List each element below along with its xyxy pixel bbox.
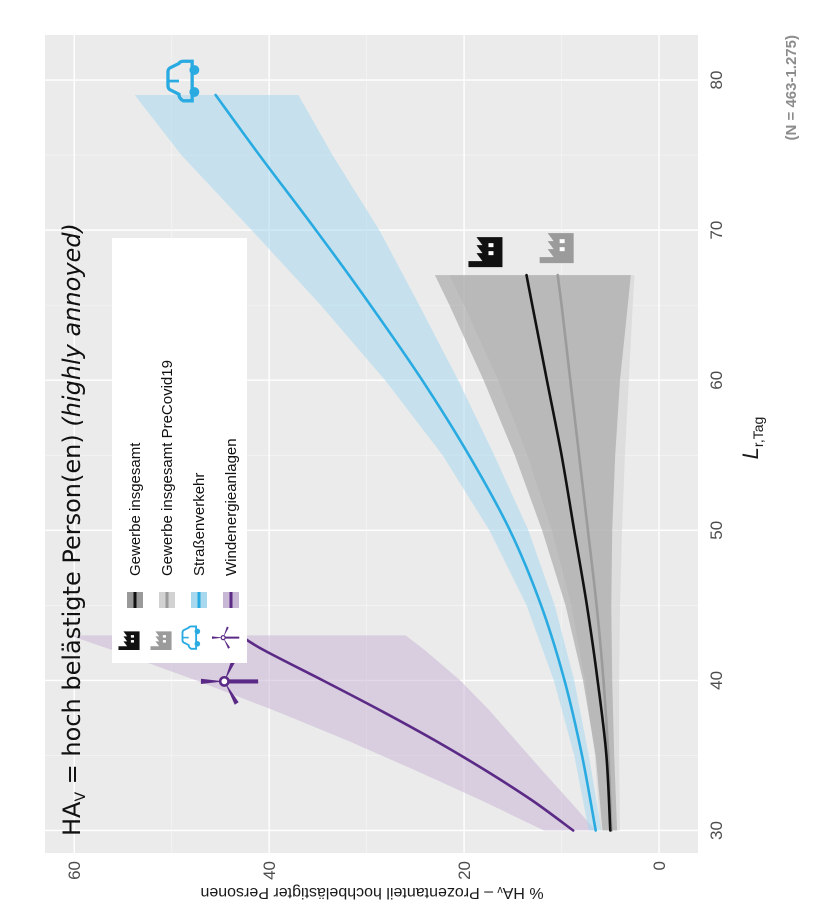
series-line	[525, 273, 612, 832]
x-tick-label: 40	[707, 671, 726, 690]
wind-turbine-icon	[212, 626, 240, 649]
legend-item: Straßenverkehr	[181, 473, 208, 650]
rotated-chart-group: 30 40 50 60 70 80 0 20 40 60 HAV = hoch belästig…	[45, 35, 800, 901]
car-icon	[181, 625, 201, 650]
legend-item: Windenergieanlagen	[212, 438, 240, 649]
factory-window	[130, 640, 134, 643]
car-icon	[166, 59, 200, 103]
factory-window	[559, 239, 565, 244]
factory-shape	[468, 237, 503, 268]
series-line	[238, 634, 575, 832]
legend-label: Gewerbe insgesamt	[127, 442, 144, 576]
factory-window	[162, 640, 166, 643]
legend-label: Straßenverkehr	[191, 473, 208, 576]
confidence-bands	[69, 95, 635, 831]
y-tick-label: 60	[65, 861, 84, 880]
factory-shape	[150, 631, 172, 650]
series-lines	[214, 93, 613, 832]
x-tick-label: 80	[707, 71, 726, 90]
factory-icon	[150, 631, 172, 650]
factory-shape	[118, 631, 140, 650]
car-body	[181, 625, 198, 650]
x-tick-label: 70	[707, 221, 726, 240]
factory-window	[559, 247, 565, 252]
factory-icon	[468, 237, 503, 268]
legend-label: Windenergieanlagen	[223, 438, 240, 576]
legend-item: Gewerbe insgesamt PreCovid19	[150, 360, 176, 650]
factory-window	[488, 243, 494, 248]
y-tick-label: 0	[650, 861, 669, 870]
car-wheel	[189, 87, 200, 97]
turbine-blade	[223, 626, 229, 638]
factory-window	[162, 635, 166, 638]
legend-label: Gewerbe insgesamt PreCovid19	[159, 360, 176, 576]
turbine-hub	[218, 675, 230, 687]
wind-turbine-icon	[200, 658, 259, 705]
turbine-blade	[224, 658, 237, 682]
car-wheel	[189, 65, 200, 75]
legend-items: Gewerbe insgesamt Gewerbe insgesamt PreCo…	[118, 360, 240, 650]
turbine-blade	[224, 681, 239, 705]
legend-box	[112, 238, 247, 663]
factory-window	[488, 251, 494, 256]
confidence-band	[434, 275, 631, 831]
turbine-blade	[223, 637, 230, 649]
x-tick-label: 30	[707, 821, 726, 840]
legend: Gewerbe insgesamt Gewerbe insgesamt PreCo…	[112, 238, 247, 663]
confidence-band	[134, 95, 602, 831]
turbine-blade	[212, 636, 224, 639]
factory-icon	[118, 631, 140, 650]
x-tick-label: 50	[707, 521, 726, 540]
series-line	[214, 93, 597, 832]
turbine-hub	[220, 634, 226, 641]
legend-item: Gewerbe insgesamt	[118, 442, 144, 650]
factory-window	[130, 635, 134, 638]
x-tick-label: 60	[707, 371, 726, 390]
car-wheel	[194, 628, 201, 635]
car-wheel	[194, 641, 201, 647]
factory-shape	[539, 233, 574, 264]
sample-size-note: (N = 463-1.275)	[783, 35, 800, 140]
series-icons	[166, 59, 574, 705]
x-axis-label: Lr,Tag	[738, 417, 766, 460]
turbine-blade	[200, 678, 225, 685]
confidence-band	[69, 635, 596, 831]
y-tick-label: 20	[455, 861, 474, 880]
y-tick-labels: 0 20 40 60	[65, 861, 669, 880]
car-body	[166, 59, 194, 103]
series-line	[556, 273, 613, 832]
chart-title: HAV = hoch belästigte Person(en) (highly…	[58, 223, 89, 836]
y-tick-label: 40	[260, 861, 279, 880]
x-tick-labels: 30 40 50 60 70 80	[707, 71, 726, 840]
y-axis-label: % HAᵥ – Prozentanteil hochbelästigter Pe…	[200, 884, 543, 901]
factory-icon	[539, 233, 574, 264]
